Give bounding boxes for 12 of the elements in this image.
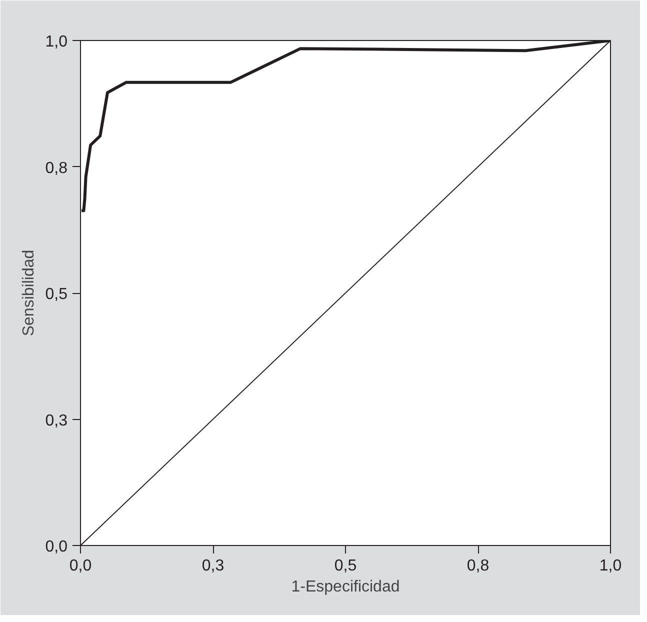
x-tick-label: 0,0 xyxy=(69,558,92,574)
x-tick-label: 0,3 xyxy=(202,558,224,574)
x-tick-label: 1,0 xyxy=(599,558,622,574)
x-axis-title: 1-Especificidad xyxy=(291,578,400,596)
y-tick-label: 0,3 xyxy=(45,412,68,430)
y-tick-label: 1,0 xyxy=(45,34,68,50)
y-axis-title: Sensibilidad xyxy=(20,250,38,336)
x-tick-label: 0,5 xyxy=(334,558,357,574)
x-tick-label: 0,8 xyxy=(466,558,490,574)
y-tick-label: 0,8 xyxy=(45,160,68,177)
y-tick-label: 0,0 xyxy=(45,538,68,556)
y-tick-label: 0,5 xyxy=(45,286,68,303)
